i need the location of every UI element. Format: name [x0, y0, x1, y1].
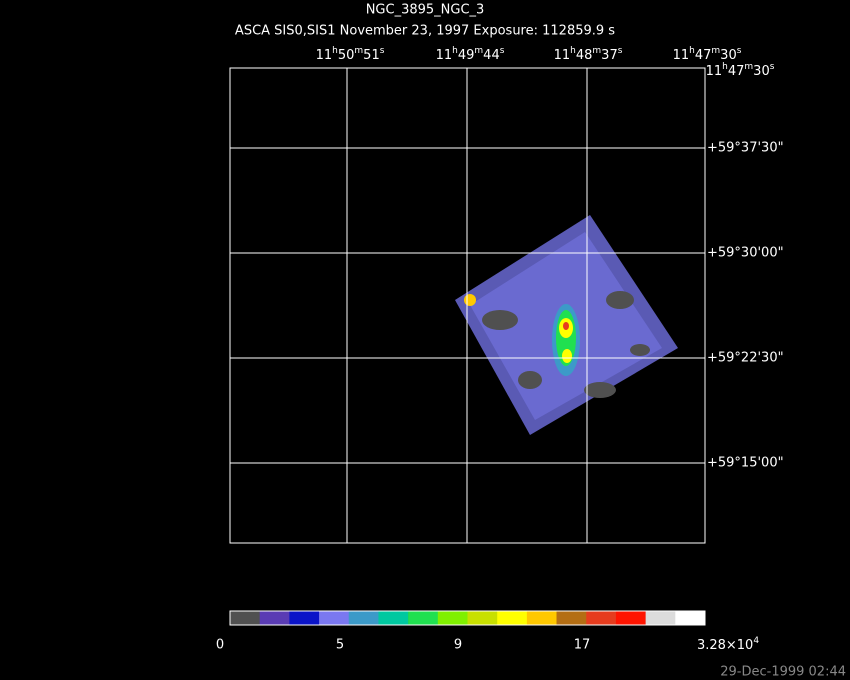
label-part: 30	[753, 64, 770, 79]
colorbar-label: 17	[574, 638, 591, 653]
colorbar-segment	[230, 611, 260, 625]
colorbar-segment	[675, 611, 706, 625]
label-part: h	[332, 46, 338, 56]
coord-label: 11h47m30s	[673, 46, 742, 63]
colorbar-segment	[408, 611, 439, 625]
label-part: 30	[720, 48, 737, 63]
label-part: 51	[363, 48, 380, 63]
colorbar-label: 9	[454, 638, 462, 653]
label-part: s	[770, 62, 775, 72]
label-part: h	[452, 46, 458, 56]
label-part: m	[744, 62, 753, 72]
dec-label: +59°15'00"	[707, 456, 784, 471]
label-part: s	[500, 46, 505, 56]
label-part: 11	[554, 48, 571, 63]
colorbar-segment	[497, 611, 528, 625]
dec-label: +59°37'30"	[707, 141, 784, 156]
colorbar-label: 5	[336, 638, 344, 653]
label-part: s	[737, 46, 742, 56]
colorbar-segment	[378, 611, 409, 625]
colorbar-segment	[467, 611, 498, 625]
label-part: h	[570, 46, 576, 56]
colorbar-segment	[586, 611, 617, 625]
dec-label: +59°22'30"	[707, 351, 784, 366]
label-part: 11	[316, 48, 333, 63]
label-part: 44	[483, 48, 500, 63]
colorbar-segment	[437, 611, 468, 625]
label-part: 48	[576, 48, 593, 63]
colorbar-frame	[229, 610, 706, 626]
colorbar-segment	[556, 611, 587, 625]
subtitle: ASCA SIS0,SIS1 November 23, 1997 Exposur…	[235, 24, 615, 39]
coordinate-grid	[230, 68, 705, 543]
colorbar-label: 0	[216, 638, 224, 653]
label-part: m	[354, 46, 363, 56]
label-part: m	[474, 46, 483, 56]
coord-label: 11h48m37s	[554, 46, 623, 63]
label-part: 50	[338, 48, 355, 63]
timestamp: 29-Dec-1999 02:44	[720, 665, 846, 680]
dec-label: +59°30'00"	[707, 246, 784, 261]
label-part: h	[689, 46, 695, 56]
sky-image	[455, 215, 678, 435]
label-part: 49	[458, 48, 475, 63]
label-part: 47	[695, 48, 712, 63]
label-part: 3.28×10	[697, 638, 753, 653]
label-part: h	[722, 62, 728, 72]
colorbar-segment	[259, 611, 290, 625]
label-part: 4	[753, 636, 759, 646]
coord-label: 11h50m51s	[316, 46, 385, 63]
colorbar-segment	[526, 611, 557, 625]
label-part: 11	[706, 64, 723, 79]
coord-label: 3.28×104	[697, 636, 759, 653]
colorbar-segment	[645, 611, 676, 625]
title: NGC_3895_NGC_3	[366, 3, 485, 18]
label-part: 11	[436, 48, 453, 63]
colorbar-segment	[289, 611, 320, 625]
label-part: m	[711, 46, 720, 56]
label-part: 11	[673, 48, 690, 63]
coord-label: 11h47m30s	[706, 62, 775, 79]
label-part: s	[380, 46, 385, 56]
colorbar-segment	[319, 611, 350, 625]
label-part: 37	[601, 48, 618, 63]
label-part: m	[592, 46, 601, 56]
colorbar-segment	[348, 611, 379, 625]
colorbar-segment	[615, 611, 646, 625]
coord-label: 11h49m44s	[436, 46, 505, 63]
label-part: 47	[728, 64, 745, 79]
label-part: s	[618, 46, 623, 56]
